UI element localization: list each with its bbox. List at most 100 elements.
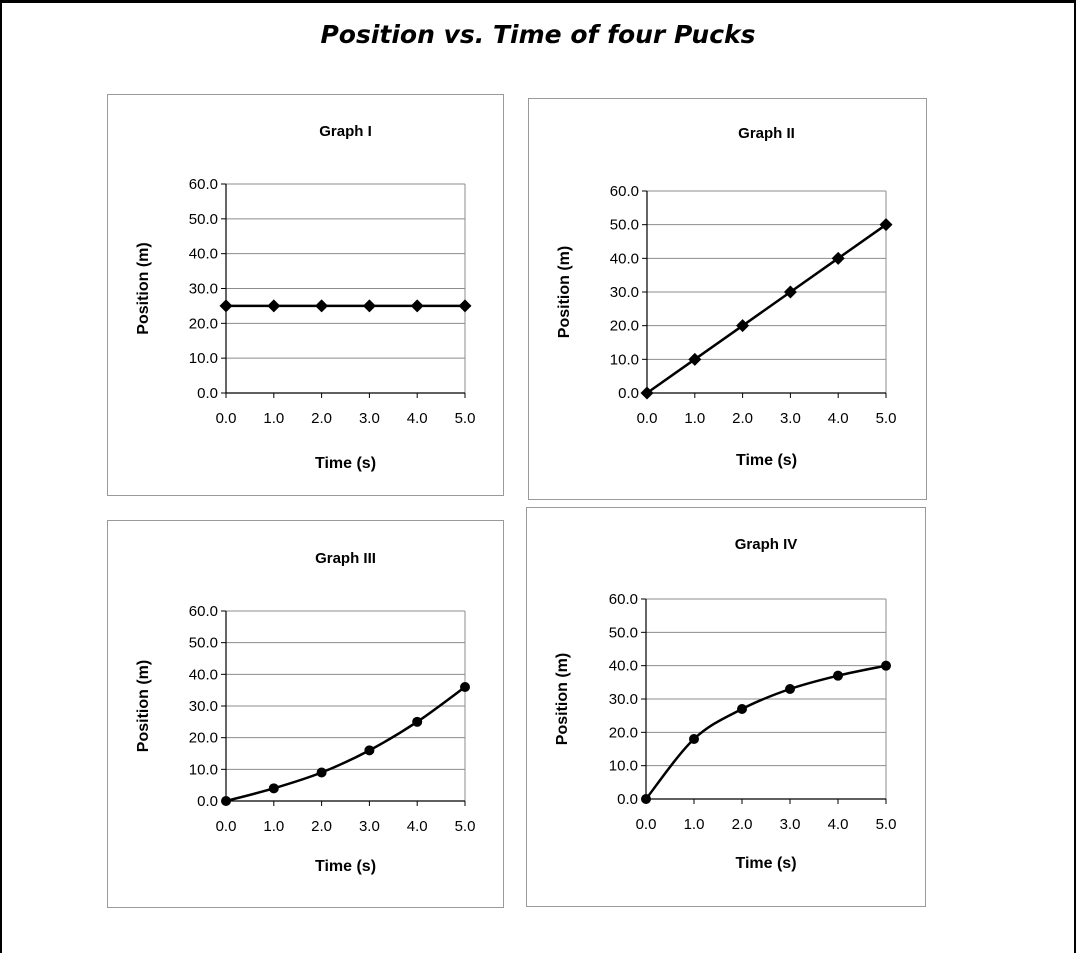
y-tick-label: 50.0 xyxy=(610,217,639,234)
y-axis-title: Position (m) xyxy=(554,653,571,745)
y-tick-label: 60.0 xyxy=(610,183,639,200)
data-point xyxy=(689,734,699,744)
data-point xyxy=(640,386,654,400)
page-title: Position vs. Time of four Pucks xyxy=(320,20,756,49)
y-tick-label: 10.0 xyxy=(609,758,638,775)
y-tick-label: 60.0 xyxy=(189,603,218,620)
data-point xyxy=(362,299,376,313)
x-tick-label: 0.0 xyxy=(216,410,237,427)
data-point xyxy=(881,660,891,671)
x-tick-label: 4.0 xyxy=(407,818,428,835)
chart-panel-graph-i: Graph I 0.0 10.0 20.0 30.0 40.0 50.0 60.0 0.0 1.0… xyxy=(107,94,504,496)
data-point xyxy=(641,794,651,804)
chart-panel-graph-iii: Graph III 0.0 10.0 20.0 30.0 40.0 50.0 60.0 0.0 1… xyxy=(107,520,504,908)
y-tick-label: 20.0 xyxy=(189,730,218,747)
y-axis-title: Position (m) xyxy=(135,242,152,334)
y-tick-label: 30.0 xyxy=(610,284,639,301)
y-tick-label: 20.0 xyxy=(609,724,638,741)
y-tick-label: 40.0 xyxy=(610,250,639,267)
data-point xyxy=(879,218,893,232)
data-point xyxy=(736,319,750,333)
x-axis-title: Time (s) xyxy=(735,855,796,872)
data-point xyxy=(783,285,797,299)
x-tick-label: 0.0 xyxy=(216,818,237,835)
x-tick-label: 2.0 xyxy=(311,410,332,427)
data-point xyxy=(460,682,470,692)
data-point xyxy=(315,299,329,313)
x-tick-label: 1.0 xyxy=(263,410,284,427)
chart-panel-graph-ii: Graph II 0.0 10.0 20.0 30.0 40.0 50.0 60.0 0.0 1.… xyxy=(528,98,927,500)
x-tick-label: 2.0 xyxy=(311,818,332,835)
x-tick-label: 5.0 xyxy=(876,816,897,833)
data-point xyxy=(458,299,472,313)
data-point xyxy=(688,352,702,366)
x-tick-label: 5.0 xyxy=(455,410,476,427)
y-tick-label: 50.0 xyxy=(189,211,218,228)
data-point xyxy=(267,299,281,313)
y-tick-label: 0.0 xyxy=(197,385,218,402)
y-tick-label: 0.0 xyxy=(618,385,639,402)
x-tick-label: 1.0 xyxy=(684,410,705,427)
x-tick-label: 5.0 xyxy=(455,818,476,835)
x-tick-label: 2.0 xyxy=(732,410,753,427)
y-tick-label: 60.0 xyxy=(189,176,218,193)
y-tick-label: 20.0 xyxy=(610,318,639,335)
y-tick-label: 30.0 xyxy=(189,281,218,298)
y-tick-label: 50.0 xyxy=(189,635,218,652)
x-tick-label: 3.0 xyxy=(780,410,801,427)
data-point xyxy=(831,251,845,265)
x-tick-label: 4.0 xyxy=(828,816,849,833)
chart-title: Graph III xyxy=(315,550,376,567)
chart-graph-ii: Graph II 0.0 10.0 20.0 30.0 40.0 50.0 60.0 0.0 1.… xyxy=(556,125,897,469)
chart-graph-iii: Graph III 0.0 10.0 20.0 30.0 40.0 50.0 60.0 0.0 1… xyxy=(135,550,476,875)
y-tick-label: 10.0 xyxy=(189,761,218,778)
x-tick-label: 5.0 xyxy=(876,410,897,427)
x-tick-label: 1.0 xyxy=(263,818,284,835)
series-line xyxy=(225,685,466,803)
x-axis-title: Time (s) xyxy=(315,455,376,472)
data-point xyxy=(268,783,279,794)
y-tick-label: 20.0 xyxy=(189,315,218,332)
chart-title: Graph II xyxy=(738,125,795,142)
data-point xyxy=(221,796,231,806)
series-line xyxy=(646,223,887,395)
x-tick-label: 4.0 xyxy=(407,410,428,427)
x-tick-label: 2.0 xyxy=(732,816,753,833)
y-tick-label: 40.0 xyxy=(609,658,638,675)
data-point xyxy=(412,716,423,727)
x-tick-label: 4.0 xyxy=(828,410,849,427)
x-tick-label: 0.0 xyxy=(637,410,658,427)
chart-title: Graph IV xyxy=(735,536,798,553)
data-point xyxy=(219,299,233,313)
chart-graph-i: Graph I 0.0 10.0 20.0 30.0 40.0 50.0 60.0 0.0 1.0… xyxy=(135,123,476,472)
x-axis-title: Time (s) xyxy=(736,452,797,469)
data-point xyxy=(833,670,843,681)
chart-graph-iv: Graph IV 0.0 10.0 20.0 30.0 40.0 50.0 60.0 0.0 1.… xyxy=(554,536,897,872)
data-point xyxy=(316,767,327,778)
chart-panel-graph-iv: Graph IV 0.0 10.0 20.0 30.0 40.0 50.0 60.0 0.0 1.… xyxy=(526,507,926,907)
x-tick-label: 3.0 xyxy=(359,818,380,835)
y-tick-label: 10.0 xyxy=(610,351,639,368)
y-axis-title: Position (m) xyxy=(556,246,573,338)
data-point xyxy=(737,704,747,714)
data-point xyxy=(785,684,795,694)
y-tick-label: 0.0 xyxy=(197,793,218,810)
y-tick-label: 40.0 xyxy=(189,246,218,263)
chart-title: Graph I xyxy=(319,123,372,140)
y-tick-label: 40.0 xyxy=(189,666,218,683)
y-tick-label: 30.0 xyxy=(189,698,218,715)
x-tick-label: 0.0 xyxy=(636,816,657,833)
y-tick-label: 0.0 xyxy=(617,791,638,808)
x-tick-label: 3.0 xyxy=(780,816,801,833)
y-tick-label: 30.0 xyxy=(609,691,638,708)
x-tick-label: 1.0 xyxy=(684,816,705,833)
data-point xyxy=(410,299,424,313)
y-tick-label: 10.0 xyxy=(189,350,218,367)
x-axis-title: Time (s) xyxy=(315,858,376,875)
data-point xyxy=(364,745,375,756)
y-tick-label: 60.0 xyxy=(609,591,638,608)
y-tick-label: 50.0 xyxy=(609,624,638,641)
x-tick-label: 3.0 xyxy=(359,410,380,427)
y-axis-title: Position (m) xyxy=(135,660,152,752)
